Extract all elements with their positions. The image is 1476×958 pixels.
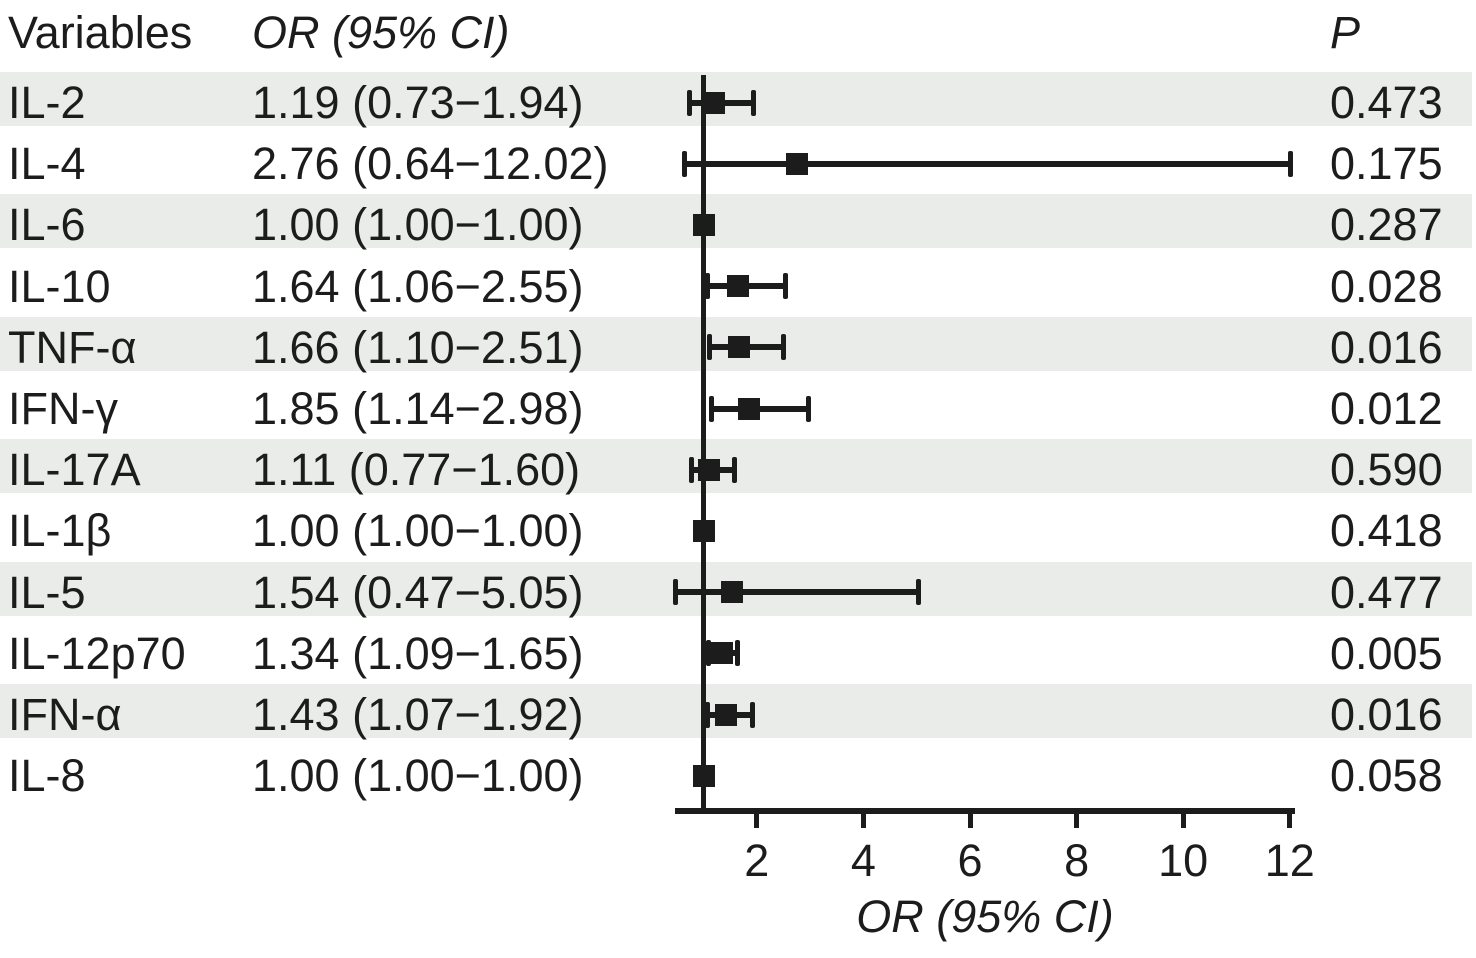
x-tick-label: 2 bbox=[744, 835, 770, 886]
or-marker bbox=[726, 275, 749, 298]
x-tick bbox=[1074, 812, 1080, 828]
variable-label: IFN-γ bbox=[8, 383, 118, 434]
variable-label: IL-1β bbox=[8, 505, 112, 557]
or-ci-value: 1.66 (1.10−2.51) bbox=[252, 321, 584, 373]
variable-label: IL-4 bbox=[8, 138, 86, 190]
ci-cap-right bbox=[1287, 150, 1293, 177]
x-axis-line bbox=[675, 808, 1295, 814]
ci-cap-left bbox=[704, 273, 710, 300]
ci-cap-left bbox=[682, 150, 688, 177]
or-marker bbox=[710, 642, 733, 665]
x-tick bbox=[754, 812, 760, 828]
ci-cap-left bbox=[706, 640, 712, 667]
ci-cap-left bbox=[673, 579, 679, 606]
p-value: 0.477 bbox=[1330, 566, 1443, 618]
column-header-p: P bbox=[1330, 7, 1361, 58]
table-row: IL-10 1.64 (1.06−2.55) 0.028 bbox=[0, 256, 1472, 317]
ci-cap-right bbox=[735, 640, 741, 667]
or-ci-value: 1.54 (0.47−5.05) bbox=[252, 566, 584, 618]
variable-label: IL-8 bbox=[8, 750, 86, 802]
p-value: 0.175 bbox=[1330, 138, 1443, 190]
p-value: 0.590 bbox=[1330, 444, 1443, 496]
table-row: IFN-γ 1.85 (1.14−2.98) 0.012 bbox=[0, 378, 1472, 439]
or-ci-value: 1.00 (1.00−1.00) bbox=[252, 750, 584, 802]
or-marker bbox=[692, 764, 715, 787]
ci-cap-right bbox=[780, 334, 786, 361]
ci-cap-right bbox=[916, 579, 922, 606]
reference-line bbox=[701, 75, 706, 812]
variable-label: IL-5 bbox=[8, 566, 86, 618]
or-marker bbox=[692, 214, 715, 236]
p-value: 0.418 bbox=[1330, 505, 1443, 557]
or-marker bbox=[692, 520, 715, 542]
x-tick bbox=[967, 812, 973, 828]
ci-line bbox=[684, 160, 1291, 167]
p-value: 0.473 bbox=[1330, 77, 1443, 128]
p-value: 0.012 bbox=[1330, 383, 1443, 434]
or-ci-value: 1.19 (0.73−1.94) bbox=[252, 77, 584, 128]
ci-line bbox=[675, 589, 920, 596]
or-marker bbox=[786, 152, 809, 175]
x-tick-label: 12 bbox=[1264, 835, 1315, 886]
or-ci-value: 1.00 (1.00−1.00) bbox=[252, 199, 584, 251]
table-row: IL-4 2.76 (0.64−12.02) 0.175 bbox=[0, 133, 1472, 194]
ci-cap-right bbox=[749, 701, 755, 728]
table-row: IL-2 1.19 (0.73−1.94) 0.473 bbox=[0, 72, 1472, 133]
or-marker bbox=[698, 458, 721, 481]
table-row: IL-8 1.00 (1.00−1.00) 0.058 bbox=[0, 745, 1472, 806]
x-tick-label: 8 bbox=[1064, 835, 1090, 886]
or-ci-value: 1.64 (1.06−2.55) bbox=[252, 260, 584, 312]
or-marker bbox=[727, 336, 750, 359]
ci-cap-left bbox=[687, 89, 693, 116]
p-value: 0.028 bbox=[1330, 260, 1443, 312]
p-value: 0.058 bbox=[1330, 750, 1443, 802]
ci-line bbox=[710, 405, 810, 412]
or-ci-value: 1.00 (1.00−1.00) bbox=[252, 505, 584, 557]
ci-cap-left bbox=[705, 701, 711, 728]
ci-cap-left bbox=[706, 334, 712, 361]
ci-cap-left bbox=[708, 395, 714, 422]
x-tick-label: 10 bbox=[1158, 835, 1209, 886]
x-tick-label: 4 bbox=[850, 835, 876, 886]
or-marker bbox=[721, 581, 744, 604]
or-ci-value: 1.11 (0.77−1.60) bbox=[252, 444, 581, 496]
ci-cap-right bbox=[806, 395, 812, 422]
p-value: 0.005 bbox=[1330, 627, 1443, 679]
variable-label: IL-12p70 bbox=[8, 627, 186, 679]
table-row: IL-1β 1.00 (1.00−1.00) 0.418 bbox=[0, 500, 1472, 561]
or-ci-value: 1.85 (1.14−2.98) bbox=[252, 383, 584, 434]
variable-label: IL-2 bbox=[8, 77, 86, 128]
x-tick bbox=[860, 812, 866, 828]
or-marker bbox=[702, 91, 725, 114]
x-tick bbox=[1287, 812, 1293, 828]
variable-label: IFN-α bbox=[8, 689, 122, 740]
table-row: IL-6 1.00 (1.00−1.00) 0.287 bbox=[0, 194, 1472, 255]
or-ci-value: 2.76 (0.64−12.02) bbox=[252, 138, 609, 190]
p-value: 0.287 bbox=[1330, 199, 1443, 251]
ci-cap-right bbox=[783, 273, 789, 300]
or-marker bbox=[737, 397, 760, 420]
or-ci-value: 1.34 (1.09−1.65) bbox=[252, 627, 584, 679]
x-tick-label: 6 bbox=[957, 835, 983, 886]
or-ci-value: 1.43 (1.07−1.92) bbox=[252, 689, 584, 740]
column-header-variables: Variables bbox=[8, 7, 193, 58]
ci-cap-right bbox=[750, 89, 756, 116]
table-row: IL-5 1.54 (0.47−5.05) 0.477 bbox=[0, 561, 1472, 623]
table-row: IL-12p70 1.34 (1.09−1.65) 0.005 bbox=[0, 623, 1472, 684]
ci-cap-left bbox=[689, 456, 695, 483]
p-value: 0.016 bbox=[1330, 321, 1443, 373]
x-axis-label: OR (95% CI) bbox=[856, 891, 1114, 942]
or-marker bbox=[715, 703, 738, 726]
ci-cap-right bbox=[732, 456, 738, 483]
variable-label: TNF-α bbox=[8, 321, 137, 373]
p-value: 0.016 bbox=[1330, 689, 1443, 740]
column-header-or-ci: OR (95% CI) bbox=[252, 7, 510, 58]
x-tick bbox=[1180, 812, 1186, 828]
variable-label: IL-17A bbox=[8, 444, 141, 496]
variable-label: IL-6 bbox=[8, 199, 86, 251]
variable-label: IL-10 bbox=[8, 260, 111, 312]
